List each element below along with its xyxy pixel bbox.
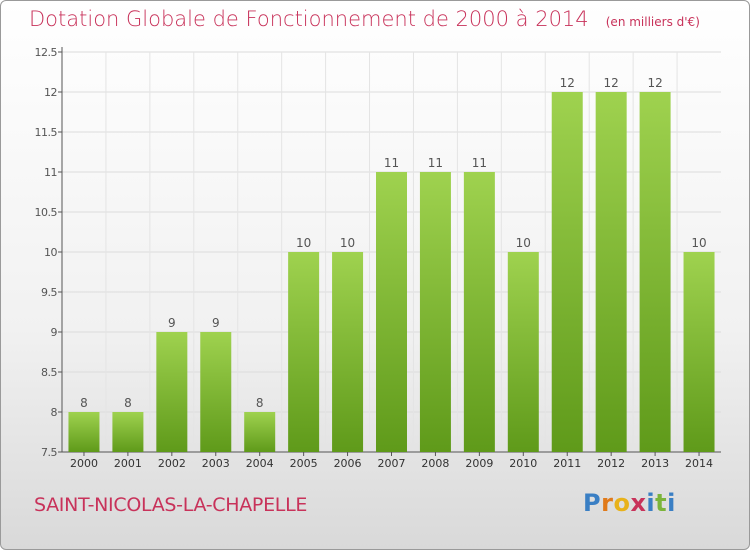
x-tick-label: 2004 [246,457,274,470]
logo-letter: r [601,489,614,517]
x-tick-label: 2002 [158,457,186,470]
bars [68,92,715,452]
title-row: Dotation Globale de Fonctionnement de 20… [29,7,700,31]
chart-title: Dotation Globale de Fonctionnement de 20… [29,7,589,31]
y-tick-label: 12 [44,86,57,99]
x-tick-label: 2012 [597,457,625,470]
y-tick-label: 9.5 [41,286,57,299]
logo-letter: P [583,489,602,517]
data-label: 12 [647,76,662,90]
data-label: 9 [212,316,220,330]
y-tick-label: 12.5 [35,46,58,59]
y-tick-label: 7.5 [41,446,57,459]
data-label: 9 [168,316,176,330]
data-label: 10 [296,236,311,250]
y-tick-label: 11 [44,166,57,179]
y-tick-label: 8 [51,406,58,419]
labels: 7.5 8 8.5 9 9.5 10 10.5 11 11.5 12 12.5 8 2000 8 2001 9… [35,46,714,470]
x-tick-label: 2009 [465,457,493,470]
x-tick-label: 2014 [685,457,713,470]
logo-letter: i [646,489,656,517]
town-name: SAINT-NICOLAS-LA-CHAPELLE [34,494,308,516]
x-tick-label: 2006 [334,457,362,470]
bar [507,252,539,452]
data-label: 8 [124,396,132,410]
data-label: 10 [516,236,531,250]
bar [68,412,100,452]
x-tick-label: 2005 [290,457,318,470]
x-tick-label: 2001 [114,457,142,470]
bar [112,412,144,452]
bar [419,172,451,452]
y-tick-label: 9 [51,326,58,339]
bar [595,92,627,452]
y-tick-label: 10.5 [35,206,58,219]
bar [332,252,364,452]
x-tick-label: 2011 [553,457,581,470]
data-label: 8 [256,396,264,410]
bar [244,412,276,452]
x-tick-label: 2007 [378,457,406,470]
bar [200,332,232,452]
y-tick-label: 8.5 [41,366,57,379]
bar [683,252,715,452]
x-tick-label: 2003 [202,457,230,470]
data-label: 8 [80,396,88,410]
logo-letter: i [667,489,676,517]
data-label: 11 [472,156,487,170]
bar [463,172,495,452]
data-label: 11 [428,156,443,170]
data-label: 12 [604,76,619,90]
bar [376,172,407,452]
y-tick-label: 10 [44,246,57,259]
x-tick-label: 2000 [70,457,98,470]
bar [156,332,188,452]
bar [288,252,320,452]
logo-letter: x [630,489,647,517]
bar [639,92,671,452]
data-label: 12 [560,76,575,90]
unit-note: (en milliers d'€) [605,15,700,29]
logo-letter: o [613,489,631,517]
x-tick-label: 2008 [421,457,449,470]
data-label: 10 [340,236,355,250]
x-tick-label: 2013 [641,457,669,470]
proxiti-logo[interactable]: Proxiti [583,489,676,517]
y-tick-label: 11.5 [35,126,58,139]
data-label: 10 [691,236,706,250]
x-tick-label: 2010 [509,457,537,470]
data-label: 11 [384,156,399,170]
logo-letter: t [655,489,668,517]
bar [551,92,583,452]
